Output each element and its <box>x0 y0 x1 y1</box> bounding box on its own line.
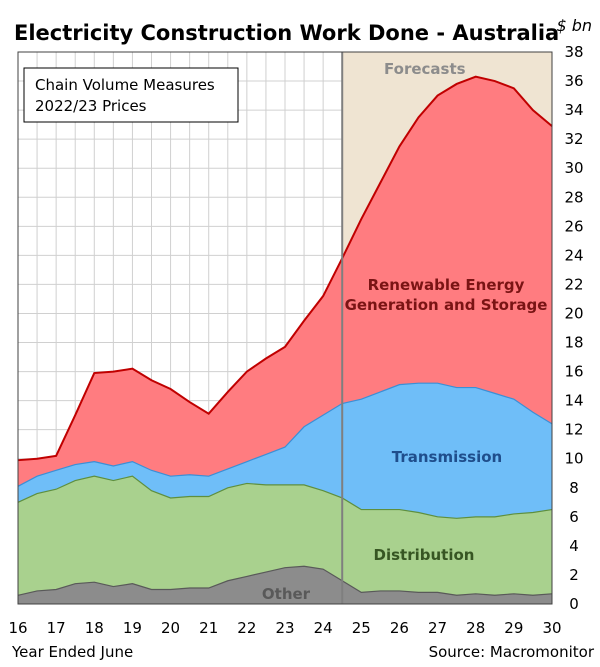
area-distribution <box>18 476 552 596</box>
y-tick-label: 16 <box>564 363 583 381</box>
y-tick-label: 18 <box>564 334 583 352</box>
x-tick-label: 28 <box>466 619 485 637</box>
y-tick-label: 22 <box>564 275 583 293</box>
x-tick-label: 29 <box>504 619 523 637</box>
other-label: Other <box>262 585 311 603</box>
y-tick-label: 4 <box>569 537 579 555</box>
x-tick-label: 17 <box>47 619 66 637</box>
y-tick-label: 38 <box>564 43 583 61</box>
x-axis-label: Year Ended June <box>11 643 133 661</box>
plot-frame <box>17 51 553 605</box>
unit-label: $ bn <box>556 16 592 35</box>
y-tick-label: 34 <box>564 101 583 119</box>
distribution-label: Distribution <box>374 546 475 564</box>
edge-other <box>17 565 553 596</box>
x-axis-ticks: 16 17 18 19 20 21 22 23 24 25 26 27 28 29 30 <box>8 619 561 637</box>
x-tick-label: 30 <box>542 619 561 637</box>
renewable-label-1: Renewable Energy <box>368 276 525 294</box>
x-tick-label: 22 <box>237 619 256 637</box>
x-tick-label: 27 <box>428 619 447 637</box>
area-series <box>17 75 553 604</box>
x-tick-label: 23 <box>275 619 294 637</box>
y-tick-label: 32 <box>564 130 583 148</box>
source-note: Source: Macromonitor <box>429 643 595 661</box>
y-tick-label: 12 <box>564 421 583 439</box>
y-tick-label: 36 <box>564 72 583 90</box>
area-transmission <box>18 383 552 519</box>
y-tick-label: 14 <box>564 392 583 410</box>
area-other <box>18 566 552 604</box>
edge-transmission <box>17 382 553 487</box>
note-line-2: 2022/23 Prices <box>35 97 147 115</box>
y-tick-label: 10 <box>564 450 583 468</box>
y-tick-label: 28 <box>564 188 583 206</box>
note-line-1: Chain Volume Measures <box>35 76 215 94</box>
chart-title: Electricity Construction Work Done - Aus… <box>14 21 559 45</box>
y-tick-label: 6 <box>569 508 579 526</box>
x-tick-label: 18 <box>85 619 104 637</box>
total-line <box>17 75 553 462</box>
area-renewable <box>18 76 552 487</box>
renewable-label-2: Generation and Storage <box>345 296 548 314</box>
x-tick-label: 16 <box>8 619 27 637</box>
x-tick-label: 21 <box>199 619 218 637</box>
y-tick-label: 24 <box>564 246 583 264</box>
y-tick-label: 8 <box>569 479 579 497</box>
x-tick-label: 24 <box>314 619 333 637</box>
edge-distribution <box>17 475 553 519</box>
y-tick-label: 26 <box>564 217 583 235</box>
y-tick-label: 0 <box>569 595 579 613</box>
y-tick-label: 2 <box>569 566 579 584</box>
x-tick-label: 20 <box>161 619 180 637</box>
forecast-label: Forecasts <box>384 60 466 78</box>
y-tick-label: 30 <box>564 159 583 177</box>
x-tick-label: 19 <box>123 619 142 637</box>
y-tick-label: 20 <box>564 304 583 322</box>
x-tick-label: 26 <box>390 619 409 637</box>
note-box <box>23 67 239 123</box>
x-tick-label: 25 <box>352 619 371 637</box>
transmission-label: Transmission <box>392 448 502 466</box>
